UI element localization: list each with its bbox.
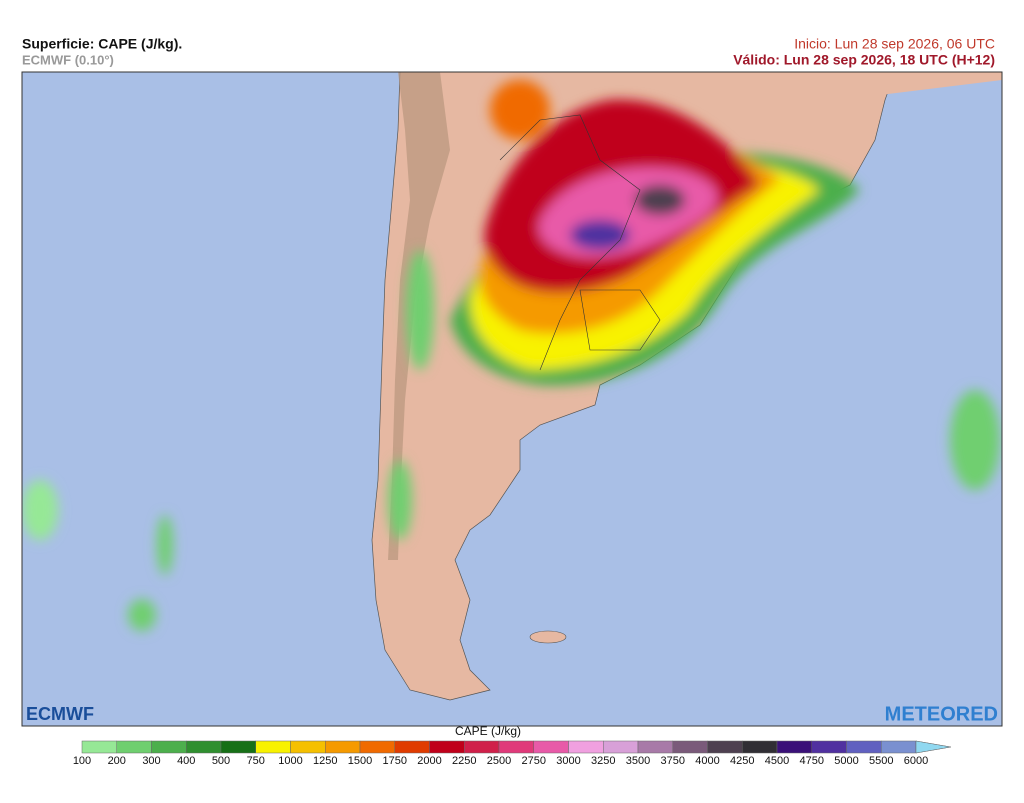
colorbar-tick-label: 1250 — [313, 755, 337, 767]
color-swatch — [776, 740, 812, 754]
color-swatch — [846, 740, 882, 754]
valid-time: Válido: Lun 28 sep 2026, 18 UTC (H+12) — [733, 52, 995, 68]
colorbar-tick-label: 3250 — [591, 755, 615, 767]
colorbar-title: CAPE (J/kg) — [455, 724, 521, 738]
colorbar-tick-label: 400 — [177, 755, 195, 767]
color-swatch — [811, 740, 847, 754]
colorbar-tick-label: 4500 — [765, 755, 789, 767]
colorbar-tick-label: 5000 — [834, 755, 858, 767]
color-swatch — [429, 740, 465, 754]
colorbar-tick-label: 5500 — [869, 755, 893, 767]
andes — [388, 72, 450, 560]
map-title: Superficie: CAPE (J/kg). — [22, 36, 182, 52]
color-swatch — [116, 740, 152, 754]
color-swatch — [568, 740, 604, 754]
color-swatch — [186, 740, 222, 754]
color-swatch — [255, 740, 291, 754]
cape-field — [22, 80, 1000, 631]
colorbar-tick-label: 2500 — [487, 755, 511, 767]
colorbar-tick-label: 2000 — [417, 755, 441, 767]
colorbar-tick-label: 4000 — [695, 755, 719, 767]
color-swatch — [325, 740, 361, 754]
color-swatch — [637, 740, 673, 754]
colorbar-tick-label: 3000 — [556, 755, 580, 767]
colorbar-tick-label: 1750 — [383, 755, 407, 767]
colorbar-tick-label: 200 — [108, 755, 126, 767]
color-swatch — [394, 740, 430, 754]
init-time: Inicio: Lun 28 sep 2026, 06 UTC — [794, 36, 995, 52]
color-swatch — [81, 740, 117, 754]
colorbar-tick-label: 100 — [73, 755, 91, 767]
color-swatch — [464, 740, 500, 754]
colorbar-tick-label: 4250 — [730, 755, 754, 767]
color-swatch — [290, 740, 326, 754]
map-frame — [21, 71, 1003, 727]
color-swatch — [672, 740, 708, 754]
colorbar-tick-label: 3750 — [661, 755, 685, 767]
color-swatch — [533, 740, 569, 754]
color-swatch — [707, 740, 743, 754]
colorbar: 100 200 300 400 500 750 1000 1250 1500 1750 2000 22… — [73, 740, 951, 767]
color-swatch — [603, 740, 639, 754]
color-swatch — [151, 740, 187, 754]
model-label: ECMWF (0.10°) — [22, 52, 114, 67]
color-swatch — [220, 740, 256, 754]
colorbar-tick-label: 500 — [212, 755, 230, 767]
color-swatch — [498, 740, 534, 754]
color-swatch — [881, 740, 917, 754]
colorbar-tick-label: 750 — [247, 755, 265, 767]
meteored-logo: METEORED — [885, 703, 998, 725]
color-swatch — [359, 740, 395, 754]
colorbar-tick-label: 1500 — [348, 755, 372, 767]
color-swatch — [742, 740, 778, 754]
colorbar-tick-label: 1000 — [278, 755, 302, 767]
map — [22, 72, 1002, 726]
north-land — [700, 72, 1002, 110]
colorbar-tick-label: 2250 — [452, 755, 476, 767]
colorbar-tick-label: 2750 — [522, 755, 546, 767]
colorbar-tick-label: 300 — [142, 755, 160, 767]
islands — [529, 630, 567, 644]
color-arrow — [915, 740, 951, 754]
borders — [499, 114, 661, 371]
colorbar-tick-label: 6000 — [904, 755, 928, 767]
ecmwf-logo: ECMWF — [26, 704, 94, 724]
colorbar-tick-label: 4750 — [800, 755, 824, 767]
colorbar-tick-label: 3500 — [626, 755, 650, 767]
